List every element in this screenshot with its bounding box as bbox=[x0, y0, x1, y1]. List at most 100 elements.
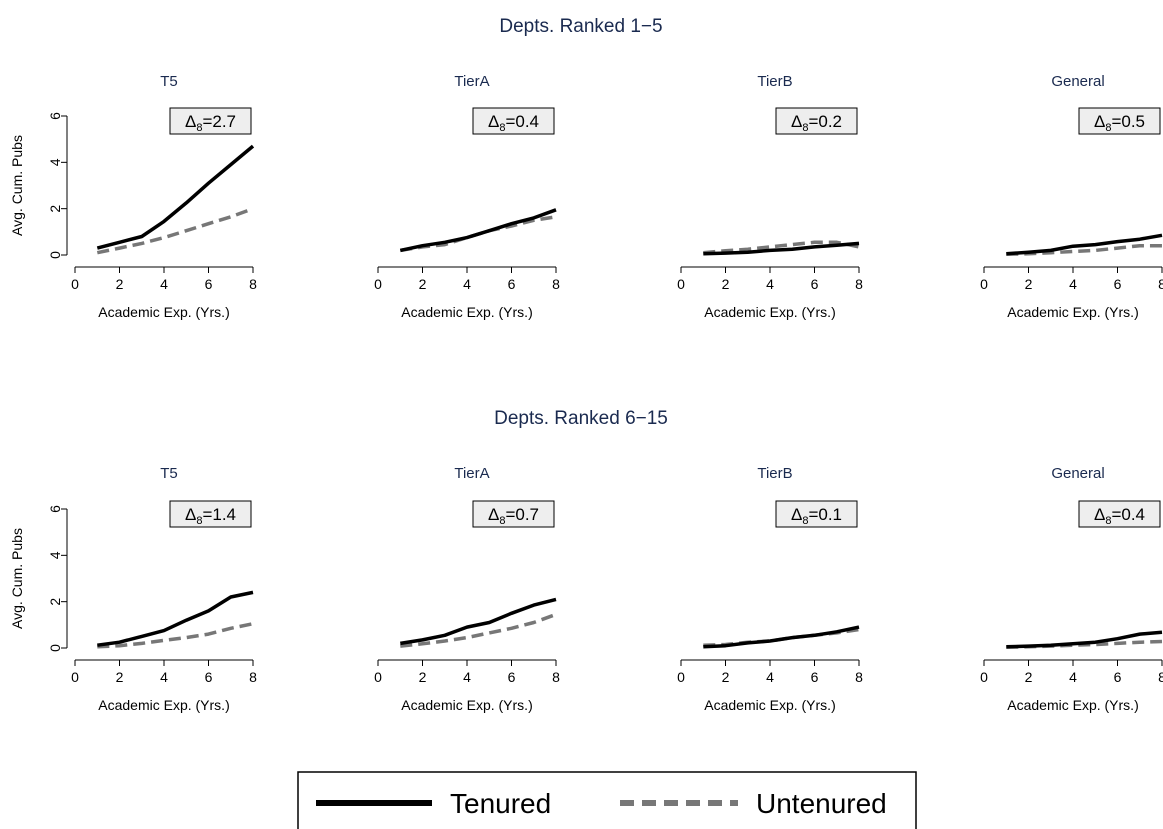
delta-subscript: 8 bbox=[196, 122, 202, 134]
x-axis-label: Academic Exp. (Yrs.) bbox=[1007, 304, 1138, 320]
delta-box bbox=[775, 500, 858, 528]
x-tick-label: 0 bbox=[374, 276, 382, 292]
y-tick-label: 0 bbox=[47, 251, 63, 259]
panel-2-1: T5 0 2 4 6 8 0 2 4 6 Avg. Cum. Pubs Academic Exp. (… bbox=[9, 465, 257, 713]
x-axis-label: Academic Exp. (Yrs.) bbox=[1007, 697, 1138, 713]
x-axis-label: Academic Exp. (Yrs.) bbox=[704, 304, 835, 320]
x-tick-label: 2 bbox=[419, 669, 427, 685]
x-tick-label: 0 bbox=[374, 669, 382, 685]
delta-symbol: Δ bbox=[185, 112, 196, 131]
delta-symbol: Δ bbox=[488, 112, 499, 131]
y-tick-label: 6 bbox=[47, 112, 63, 120]
x-tick-label: 0 bbox=[71, 669, 79, 685]
x-tick-label: 4 bbox=[1069, 669, 1077, 685]
x-tick-label: 8 bbox=[855, 669, 863, 685]
delta-subscript: 8 bbox=[499, 515, 505, 527]
delta-box bbox=[472, 107, 555, 135]
x-tick-label: 4 bbox=[1069, 276, 1077, 292]
delta-subscript: 8 bbox=[802, 122, 808, 134]
legend-box bbox=[297, 771, 917, 829]
x-tick-label: 4 bbox=[160, 669, 168, 685]
x-tick-label: 2 bbox=[722, 276, 730, 292]
delta-annotation: Δ8=0.2 bbox=[775, 107, 858, 135]
series-line-untenured bbox=[400, 612, 557, 648]
x-tick-label: 4 bbox=[463, 669, 471, 685]
delta-box bbox=[1078, 107, 1161, 135]
delta-value: =1.4 bbox=[202, 505, 236, 524]
x-axis-label: Academic Exp. (Yrs.) bbox=[401, 304, 532, 320]
x-tick-label: 8 bbox=[1158, 669, 1163, 685]
row-1: Depts. Ranked 1−5 T5 0 2 4 6 8 0 2 4 6 Avg. Cum. Pu… bbox=[9, 16, 1163, 320]
delta-text: Δ8=1.4 bbox=[185, 505, 236, 527]
x-tick-label: 8 bbox=[552, 276, 560, 292]
x-tick-label: 0 bbox=[677, 276, 685, 292]
x-tick-label: 6 bbox=[811, 669, 819, 685]
delta-annotation: Δ8=0.4 bbox=[472, 107, 555, 135]
delta-annotation: Δ8=0.5 bbox=[1078, 107, 1161, 135]
x-tick-label: 2 bbox=[1025, 669, 1033, 685]
x-tick-label: 4 bbox=[160, 276, 168, 292]
x-axis-label: Academic Exp. (Yrs.) bbox=[98, 304, 229, 320]
series-line-tenured bbox=[1006, 233, 1163, 256]
delta-box bbox=[775, 107, 858, 135]
x-tick-label: 8 bbox=[249, 276, 257, 292]
x-tick-label: 0 bbox=[677, 669, 685, 685]
delta-value: =0.2 bbox=[808, 112, 842, 131]
row-2: Depts. Ranked 6−15 T5 0 2 4 6 8 0 2 4 6 Avg. Cum. P… bbox=[9, 408, 1163, 713]
panel-title: TierA bbox=[454, 465, 489, 482]
delta-value: =0.5 bbox=[1111, 112, 1145, 131]
delta-value: =0.1 bbox=[808, 505, 842, 524]
x-tick-label: 6 bbox=[205, 669, 213, 685]
x-tick-label: 2 bbox=[116, 276, 124, 292]
y-tick-label: 4 bbox=[47, 158, 63, 166]
delta-text: Δ8=0.4 bbox=[488, 112, 539, 134]
series-line-untenured bbox=[96, 207, 254, 255]
x-tick-label: 4 bbox=[463, 276, 471, 292]
x-tick-label: 6 bbox=[1114, 669, 1122, 685]
delta-subscript: 8 bbox=[1105, 122, 1111, 134]
delta-value: =0.7 bbox=[505, 505, 539, 524]
x-tick-label: 0 bbox=[980, 669, 988, 685]
delta-box bbox=[169, 107, 252, 135]
delta-box bbox=[472, 500, 555, 528]
delta-value: =0.4 bbox=[1111, 505, 1145, 524]
delta-symbol: Δ bbox=[791, 505, 802, 524]
series-line-tenured bbox=[1006, 630, 1163, 649]
delta-annotation: Δ8=0.4 bbox=[1078, 500, 1161, 528]
delta-value: =2.7 bbox=[202, 112, 236, 131]
legend: Tenured Untenured bbox=[297, 771, 917, 829]
series-line-untenured bbox=[97, 621, 254, 649]
series-line-untenured bbox=[703, 240, 860, 255]
y-tick-label: 6 bbox=[47, 505, 63, 513]
panel-grid: Depts. Ranked 1−5 T5 0 2 4 6 8 0 2 4 6 Avg. Cum. Pu… bbox=[9, 16, 1163, 713]
delta-symbol: Δ bbox=[488, 505, 499, 524]
delta-subscript: 8 bbox=[1105, 515, 1111, 527]
y-tick-label: 2 bbox=[47, 205, 63, 213]
x-tick-label: 4 bbox=[766, 276, 774, 292]
panel-1-1: T5 0 2 4 6 8 0 2 4 6 Avg. Cum. Pubs Academic Exp. (… bbox=[9, 73, 257, 320]
panel-title: T5 bbox=[160, 73, 178, 90]
delta-text: Δ8=0.4 bbox=[1094, 505, 1145, 527]
delta-text: Δ8=0.7 bbox=[488, 505, 539, 527]
delta-symbol: Δ bbox=[1094, 112, 1105, 131]
delta-value: =0.4 bbox=[505, 112, 539, 131]
x-tick-label: 0 bbox=[71, 276, 79, 292]
x-tick-label: 6 bbox=[1114, 276, 1122, 292]
x-tick-label: 8 bbox=[1158, 276, 1163, 292]
panel-title: TierA bbox=[454, 73, 489, 90]
series-line-tenured bbox=[703, 625, 860, 649]
x-tick-label: 6 bbox=[508, 276, 516, 292]
delta-symbol: Δ bbox=[185, 505, 196, 524]
delta-symbol: Δ bbox=[1094, 505, 1105, 524]
row-title: Depts. Ranked 1−5 bbox=[499, 16, 662, 37]
y-axis-label: Avg. Cum. Pubs bbox=[9, 528, 25, 629]
y-axis-label: Avg. Cum. Pubs bbox=[9, 135, 25, 236]
x-tick-label: 2 bbox=[1025, 276, 1033, 292]
